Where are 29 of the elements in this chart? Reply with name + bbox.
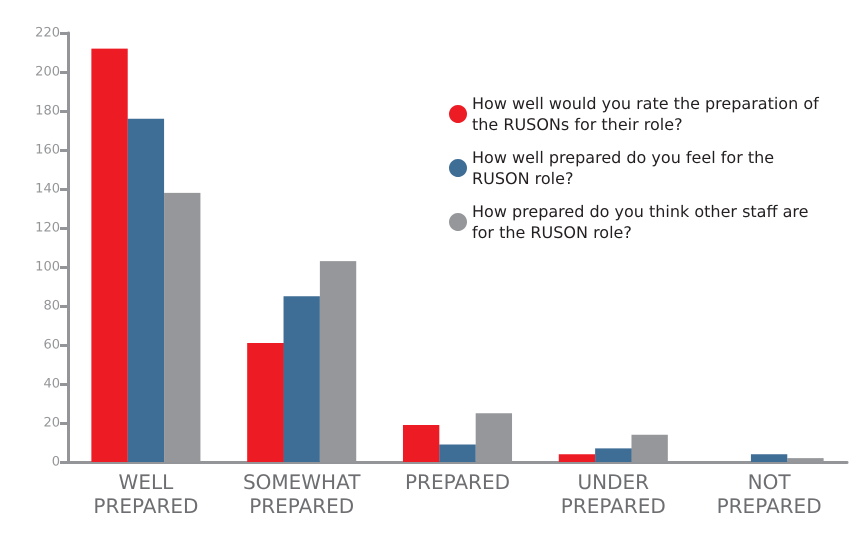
y-tick-label: 80 xyxy=(43,298,60,314)
y-tick-label: 60 xyxy=(43,338,60,352)
legend-label: How well prepared do you feel for the RUSON role? xyxy=(472,148,780,188)
x-tick-label: UNDER PREPARED xyxy=(560,470,666,518)
y-tick-label: 0 xyxy=(52,454,60,470)
x-tick-label: PREPARED xyxy=(405,470,510,494)
bar xyxy=(247,343,284,462)
legend-label: How well would you rate the preparation of the RUSONs for their role? xyxy=(472,94,824,134)
x-tick-label: SOMEWHAT PREPARED xyxy=(242,470,362,518)
y-tick-label: 200 xyxy=(35,64,60,80)
x-tick-label: WELL PREPARED xyxy=(93,470,198,518)
legend-label: How prepared do you think other staff are for the RUSON role? xyxy=(472,202,814,242)
bar xyxy=(91,48,128,462)
bar xyxy=(558,454,596,462)
bar xyxy=(284,296,320,462)
y-tick-label: 140 xyxy=(35,182,60,196)
y-tick-label: 120 xyxy=(35,220,60,236)
bar xyxy=(595,448,632,462)
y-tick-label: 20 xyxy=(43,416,60,430)
y-tick-label: 160 xyxy=(35,142,60,158)
y-tick-label: 40 xyxy=(43,376,60,392)
bar xyxy=(128,118,164,462)
bar xyxy=(402,424,440,462)
x-tick-label: NOT PREPARED xyxy=(716,470,822,518)
y-tick-label: 100 xyxy=(35,260,60,274)
bar xyxy=(750,454,788,462)
bar xyxy=(439,444,476,462)
y-tick-label: 180 xyxy=(35,104,60,118)
y-tick-label: 220 xyxy=(35,26,60,40)
